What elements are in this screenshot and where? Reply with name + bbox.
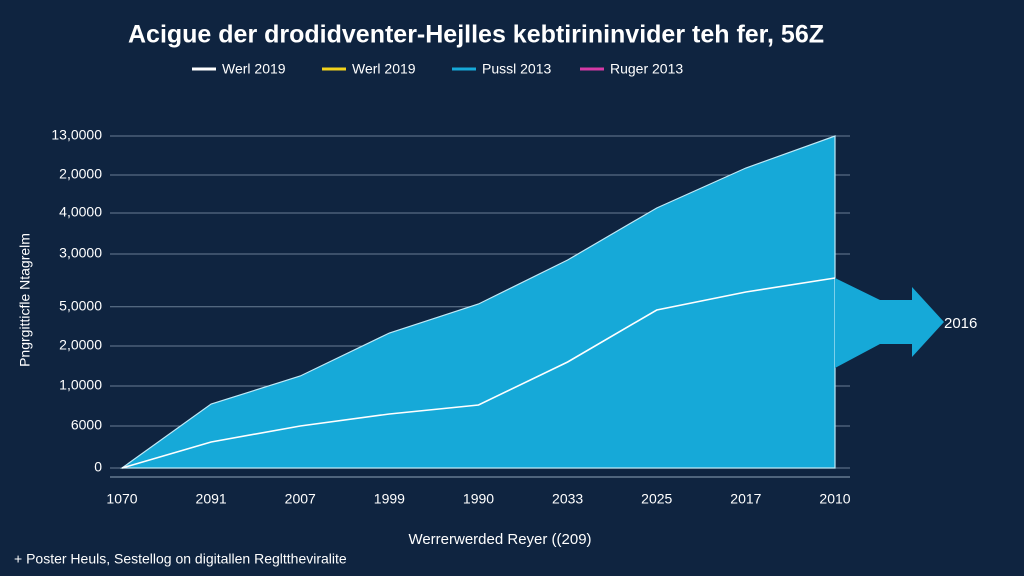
plot bbox=[120, 135, 836, 469]
footnote: + Poster Heuls, Sestellog on digitallen … bbox=[14, 551, 347, 567]
legend-label: Ruger 2013 bbox=[610, 61, 683, 77]
y-tick-label: 3,0000 bbox=[59, 245, 102, 261]
legend-label: Pussl 2013 bbox=[482, 61, 551, 77]
y-tick-label: 5,0000 bbox=[59, 298, 102, 314]
x-tick-label: 1999 bbox=[374, 491, 405, 507]
y-tick-label: 1,0000 bbox=[59, 377, 102, 393]
x-axis-label: Werrerwerded Reyer ((209) bbox=[408, 531, 591, 548]
legend-label: Werl 2019 bbox=[222, 61, 286, 77]
x-tick-label: 2025 bbox=[641, 491, 672, 507]
arrow bbox=[835, 278, 944, 368]
x-tick-label: 2033 bbox=[552, 491, 583, 507]
y-tick-label: 0 bbox=[94, 459, 102, 475]
area bbox=[120, 135, 836, 469]
y-tick-label: 2,0000 bbox=[59, 337, 102, 353]
chart-title: Acigue der drodidventer-Hejlles kebtirin… bbox=[128, 21, 824, 49]
x-tick-label: 1070 bbox=[106, 491, 137, 507]
x-tick-label: 2017 bbox=[730, 491, 761, 507]
y-tick-label: 6000 bbox=[71, 417, 102, 433]
y-tick-label: 4,0000 bbox=[59, 204, 102, 220]
line bbox=[121, 277, 836, 469]
y-tick-label: 2,0000 bbox=[59, 166, 102, 182]
x-tick-label: 2010 bbox=[819, 491, 850, 507]
x-tick-label: 2091 bbox=[196, 491, 227, 507]
x-tick-label: 1990 bbox=[463, 491, 494, 507]
annotation: 2016 bbox=[944, 315, 977, 332]
y-tick-label: 13,0000 bbox=[51, 127, 102, 143]
x-tick-label: 2007 bbox=[285, 491, 316, 507]
legend-label: Werl 2019 bbox=[352, 61, 416, 77]
y-axis-label: Pngrgitticfle Ntagrelm bbox=[17, 233, 33, 367]
